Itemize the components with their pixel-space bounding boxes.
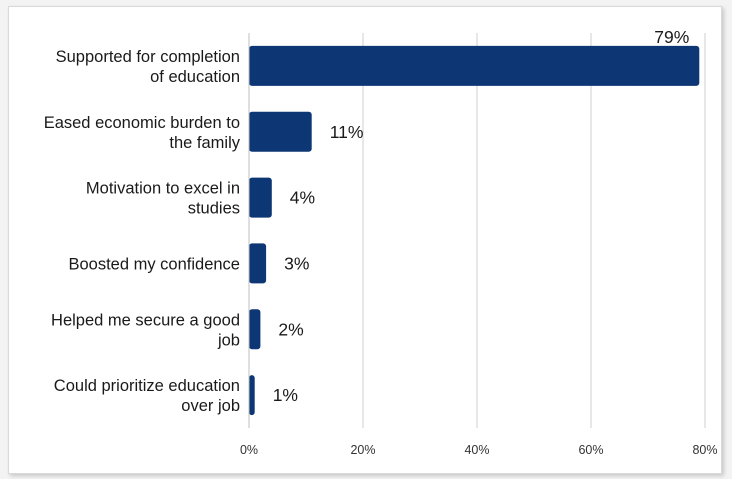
category-label: studies [188,200,240,218]
category-label: Could prioritize education [54,377,240,395]
x-tick-label: 20% [350,443,375,457]
category-label: Eased economic burden to [44,114,240,132]
bar [249,45,700,86]
bar [249,243,267,284]
x-tick-label: 40% [464,443,489,457]
bar [249,111,312,152]
category-label: Supported for completion [56,48,240,66]
x-tick-label: 80% [692,443,717,457]
data-label: 1% [273,385,298,405]
category-label: job [217,331,240,349]
category-label: over job [181,397,240,415]
x-tick-label: 0% [240,443,258,457]
data-label: 79% [654,27,689,47]
data-label: 11% [330,122,364,142]
data-label: 3% [284,253,309,273]
bar [249,177,272,218]
category-label: the family [169,134,240,152]
x-tick-label: 60% [578,443,603,457]
category-label: of education [150,68,240,86]
category-label: Boosted my confidence [68,255,240,273]
category-label: Helped me secure a good [51,311,240,329]
data-label: 2% [278,319,303,339]
bar [249,375,255,416]
category-label: Motivation to excel in [86,180,240,198]
bar [249,309,261,350]
data-label: 4% [290,188,315,208]
